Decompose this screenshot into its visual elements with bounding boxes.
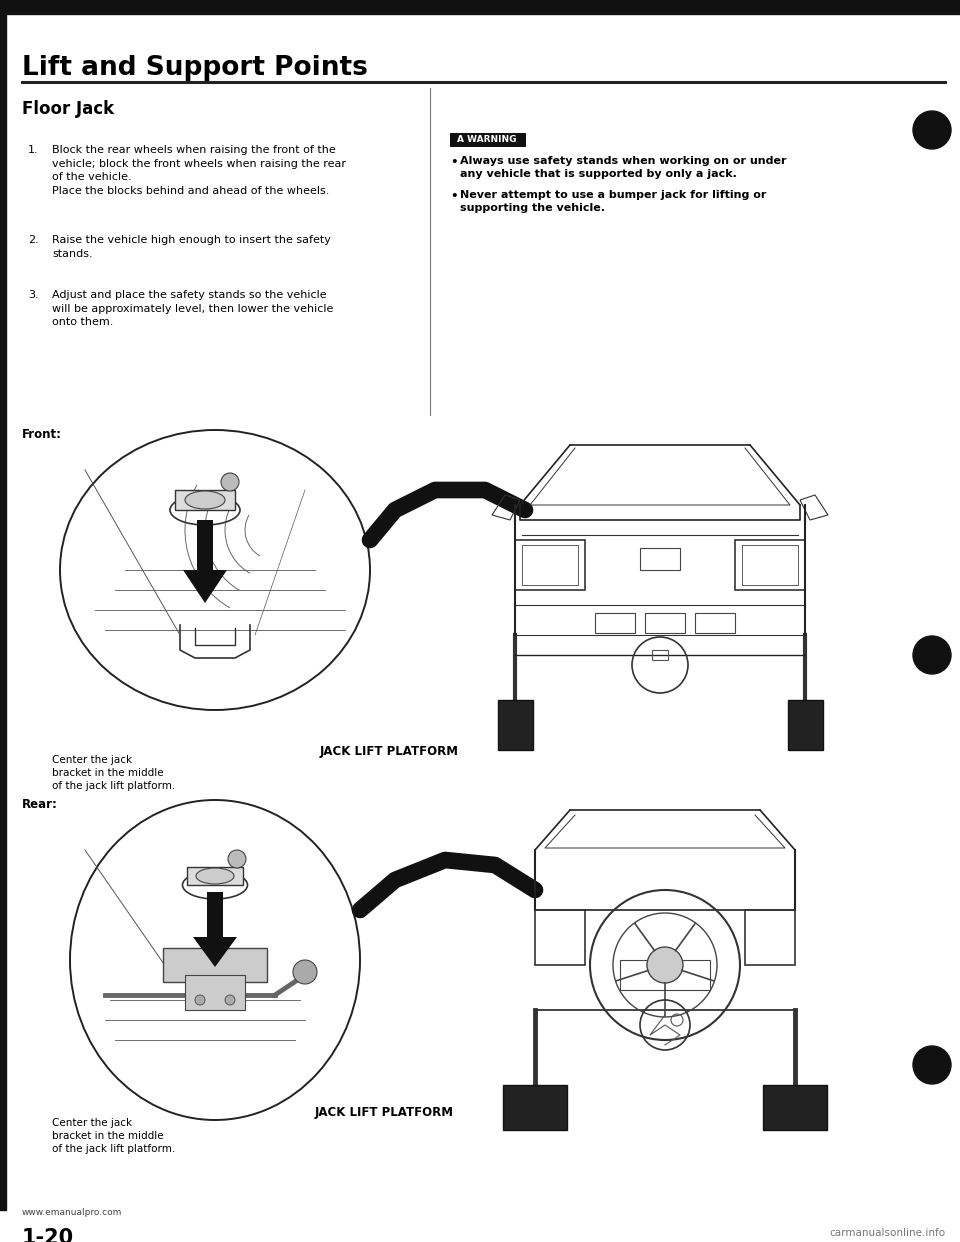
Circle shape (647, 946, 683, 982)
FancyBboxPatch shape (163, 948, 267, 982)
Text: www.emanualpro.com: www.emanualpro.com (22, 1208, 122, 1217)
FancyBboxPatch shape (503, 1086, 567, 1130)
Text: Center the jack
bracket in the middle
of the jack lift platform.: Center the jack bracket in the middle of… (52, 1118, 176, 1154)
Text: Center the jack
bracket in the middle
of the jack lift platform.: Center the jack bracket in the middle of… (52, 755, 176, 791)
FancyBboxPatch shape (763, 1086, 827, 1130)
Text: Never attempt to use a bumper jack for lifting or
supporting the vehicle.: Never attempt to use a bumper jack for l… (460, 190, 766, 214)
FancyBboxPatch shape (498, 700, 533, 750)
Ellipse shape (196, 868, 234, 884)
Circle shape (293, 960, 317, 984)
Circle shape (195, 995, 205, 1005)
FancyBboxPatch shape (185, 975, 245, 1010)
FancyBboxPatch shape (449, 133, 525, 147)
Circle shape (228, 850, 246, 868)
Text: Always use safety stands when working on or under
any vehicle that is supported : Always use safety stands when working on… (460, 156, 786, 179)
Circle shape (913, 111, 951, 149)
Text: carmanualsonline.info: carmanualsonline.info (828, 1228, 945, 1238)
Text: Block the rear wheels when raising the front of the
vehicle; block the front whe: Block the rear wheels when raising the f… (52, 145, 346, 196)
Polygon shape (193, 936, 237, 968)
FancyBboxPatch shape (207, 892, 223, 936)
Circle shape (913, 636, 951, 674)
Text: Floor Jack: Floor Jack (22, 101, 114, 118)
Ellipse shape (185, 491, 225, 509)
Polygon shape (183, 570, 227, 604)
Text: 2.: 2. (28, 235, 38, 245)
Ellipse shape (221, 473, 239, 491)
FancyBboxPatch shape (175, 491, 235, 510)
FancyBboxPatch shape (788, 700, 823, 750)
FancyBboxPatch shape (197, 520, 213, 570)
FancyBboxPatch shape (187, 867, 243, 886)
Text: Raise the vehicle high enough to insert the safety
stands.: Raise the vehicle high enough to insert … (52, 235, 331, 258)
Text: Rear:: Rear: (22, 799, 58, 811)
Circle shape (913, 1046, 951, 1084)
Text: 3.: 3. (28, 289, 38, 301)
Text: •: • (450, 156, 458, 169)
Text: JACK LIFT PLATFORM: JACK LIFT PLATFORM (320, 745, 459, 758)
Text: Front:: Front: (22, 428, 62, 441)
Text: •: • (450, 190, 458, 202)
Text: A WARNING: A WARNING (457, 135, 516, 144)
Text: Lift and Support Points: Lift and Support Points (22, 55, 368, 81)
Text: JACK LIFT PLATFORM: JACK LIFT PLATFORM (315, 1105, 454, 1119)
Circle shape (225, 995, 235, 1005)
Text: 1.: 1. (28, 145, 38, 155)
Text: 1-20: 1-20 (22, 1228, 74, 1242)
Text: Adjust and place the safety stands so the vehicle
will be approximately level, t: Adjust and place the safety stands so th… (52, 289, 333, 327)
